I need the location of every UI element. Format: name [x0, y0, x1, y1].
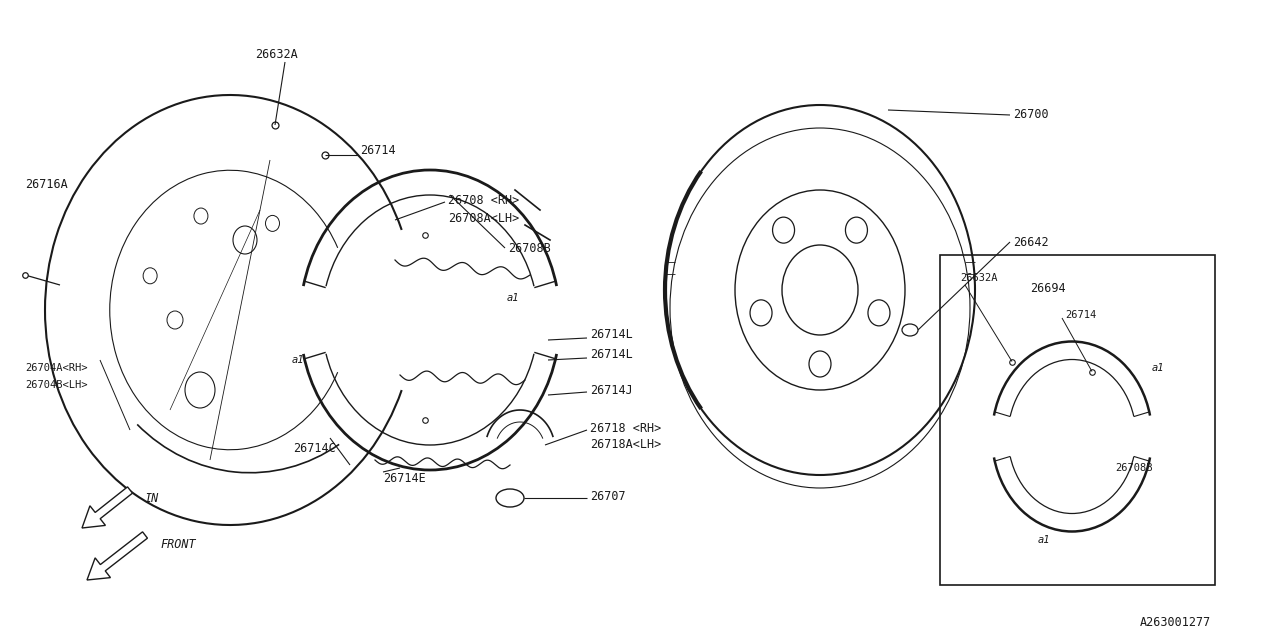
Bar [940, 255, 1215, 585]
Text: 26716A: 26716A [26, 179, 68, 191]
Text: FRONT: FRONT [160, 538, 196, 552]
Text: a1: a1 [507, 293, 520, 303]
Text: 26632A: 26632A [960, 273, 997, 283]
Text: 26704A<RH>: 26704A<RH> [26, 363, 87, 373]
Text: 26704B<LH>: 26704B<LH> [26, 380, 87, 390]
Text: 26708 <RH>: 26708 <RH> [448, 193, 520, 207]
Text: 26642: 26642 [1012, 236, 1048, 248]
Text: 26718 <RH>: 26718 <RH> [590, 422, 662, 435]
Text: 26714C: 26714C [293, 442, 335, 454]
FancyArrow shape [87, 532, 147, 580]
Text: 26718A<LH>: 26718A<LH> [590, 438, 662, 451]
Text: 26714: 26714 [1065, 310, 1096, 320]
Text: a1: a1 [1038, 535, 1051, 545]
Text: 26714L: 26714L [590, 328, 632, 342]
Text: IN: IN [145, 492, 159, 504]
Text: 26708A<LH>: 26708A<LH> [448, 211, 520, 225]
Text: 26714L: 26714L [590, 349, 632, 362]
Text: a1: a1 [1152, 363, 1165, 373]
Text: 26700: 26700 [1012, 109, 1048, 122]
Text: 26632A: 26632A [255, 49, 298, 61]
Text: a1: a1 [292, 355, 305, 365]
Text: 26714J: 26714J [590, 383, 632, 397]
FancyArrow shape [82, 487, 133, 528]
Text: 26708B: 26708B [508, 241, 550, 255]
Text: 26707: 26707 [590, 490, 626, 502]
Text: A263001277: A263001277 [1140, 616, 1211, 628]
Text: 26708B: 26708B [1115, 463, 1152, 473]
Text: 26694: 26694 [1030, 282, 1066, 294]
Text: 26714E: 26714E [383, 472, 426, 484]
Text: 26714: 26714 [360, 143, 396, 157]
